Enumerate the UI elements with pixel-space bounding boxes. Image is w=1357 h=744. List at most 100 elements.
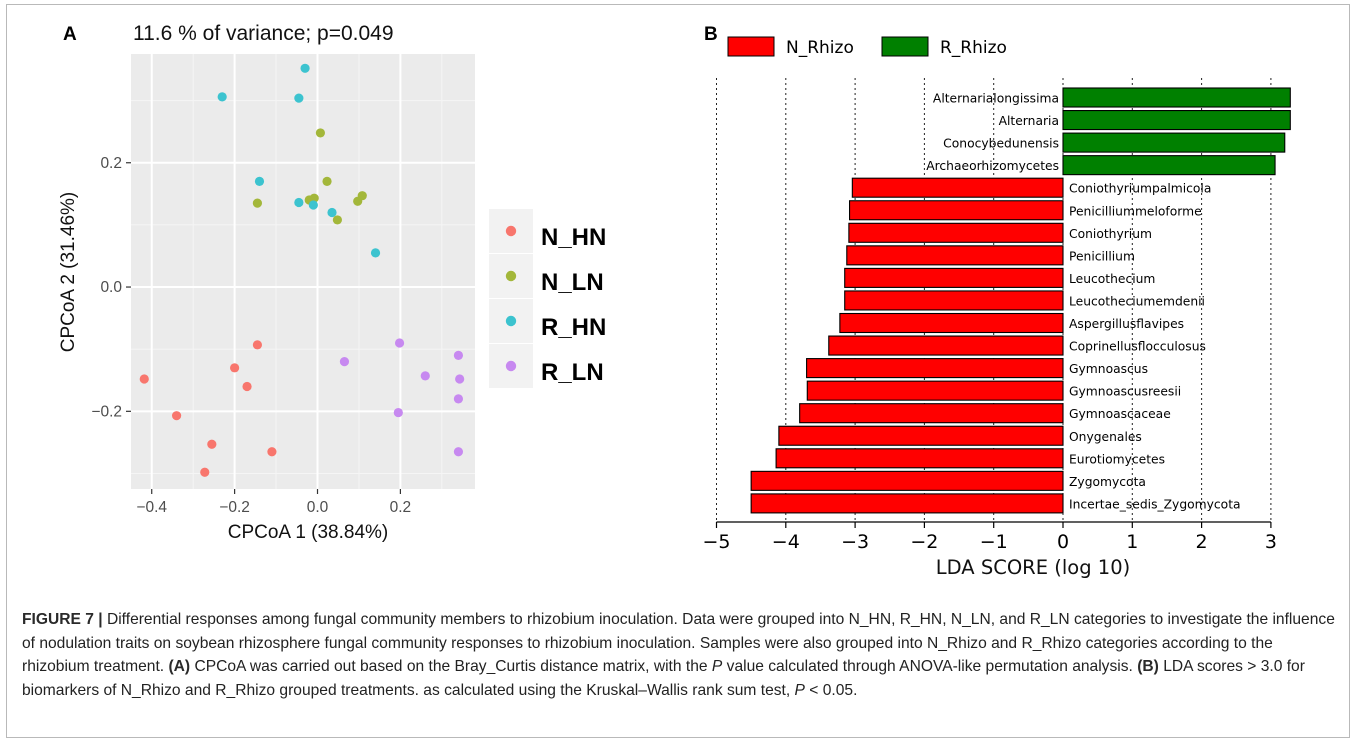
panel-a-points (139, 63, 465, 477)
scatter-point-r-hn (294, 93, 304, 103)
caption-text-3: value calculated through ANOVA-like perm… (722, 658, 1138, 675)
lda-bar-label: Eurotiomycetes (1069, 452, 1165, 466)
panel-b-legend: N_Rhizo R_Rhizo (727, 36, 1007, 58)
lda-bar (848, 222, 1064, 243)
panel-a-x-axis-label: CPCoA 1 (38.84%) (228, 522, 389, 543)
panel-b-letter: B (704, 24, 718, 45)
lda-bar-label: Onygenales (1069, 430, 1142, 444)
lda-bar-label: Coprinellusflocculosus (1069, 340, 1206, 354)
legend-label-n-ln: N_LN (541, 269, 604, 296)
legend-dot-r-hn (505, 315, 517, 327)
legend-swatch-n-rhizo (727, 36, 775, 57)
panel-a-x-tick-label: 0.2 (390, 499, 412, 516)
lda-bar (849, 200, 1064, 221)
panel-a-y-ticks: −0.2 0.0 0.2 (91, 155, 131, 420)
caption-panel-b-ref: (B) (1137, 658, 1159, 675)
caption-p2-italic: P (794, 681, 805, 699)
scatter-point-r-hn (370, 248, 381, 258)
panel-a-y-tick-label: 0.0 (100, 279, 122, 296)
caption-text-4: LDA scores > 3.0 for biomarkers of N_Rhi… (22, 658, 1305, 699)
legend-label-n-hn: N_HN (541, 224, 606, 251)
panel-b-x-tick-label: 2 (1196, 531, 1208, 553)
panel-b-x-tick-label: −1 (980, 531, 1008, 553)
lda-bar-label: Gymnoascaceae (1069, 407, 1171, 421)
lda-bar (851, 177, 1064, 198)
lda-bar-label: Leucotheciumemdenii (1069, 294, 1205, 308)
scatter-point-n-ln (322, 176, 332, 186)
legend-label-r-ln: R_LN (541, 359, 604, 386)
panel-a-letter: A (63, 24, 77, 45)
scatter-point-n-ln (309, 193, 319, 203)
caption-p-italic: P (711, 658, 723, 675)
lda-bar-label: Alternaria (999, 114, 1059, 128)
scatter-point-r-ln (453, 350, 464, 360)
scatter-point-n-hn (139, 374, 149, 384)
scatter-point-n-hn (207, 439, 217, 449)
lda-bar (750, 493, 1064, 514)
lda-bar (750, 470, 1064, 491)
scatter-point-n-hn (171, 411, 182, 421)
caption-text-5: < 0.05. (804, 681, 858, 699)
scatter-point-r-ln (455, 374, 465, 384)
panel-a-legend: N_HN N_LN R_HN R_LN (489, 209, 606, 388)
legend-dot-r-ln (505, 360, 517, 372)
lda-bar-label: Gymnoascus (1069, 362, 1148, 376)
panel-a-x-tick-label: −0.2 (219, 499, 250, 516)
scatter-point-r-hn (217, 92, 227, 102)
panel-b-lda-plot: B N_Rhizo R_Rhizo AlternarialongissimaAlt… (702, 24, 1291, 579)
lda-bar-label: Penicilliummeloforme (1069, 204, 1202, 218)
scatter-point-n-ln (252, 198, 263, 208)
panel-a-plot-background (131, 54, 475, 489)
panel-a-cpcoa-plot: A 11.6 % of variance; p=0.049 −0.4 −0.2 0.… (58, 22, 606, 543)
lda-bar (846, 245, 1064, 266)
lda-bar-label: Gymnoascusreesii (1069, 385, 1181, 399)
panel-a-x-ticks: −0.4 −0.2 0.0 0.2 (136, 489, 411, 516)
lda-bar (806, 358, 1064, 379)
lda-bar-label: Aspergillusflavipes (1069, 317, 1184, 331)
legend-swatch-r-rhizo (881, 36, 929, 57)
scatter-point-r-hn (327, 207, 337, 218)
lda-bar (1062, 155, 1276, 176)
lda-bar-label: Leucothecium (1069, 272, 1155, 286)
scatter-point-r-hn (254, 176, 265, 186)
lda-bar (778, 425, 1064, 446)
panel-b-x-axis: −5 −4 −3 −2 −1 0 1 2 3 (702, 521, 1277, 553)
scatter-point-r-ln (453, 447, 464, 457)
caption-text-2: CPCoA was carried out based on the Bray_… (190, 658, 712, 675)
lda-bar (806, 380, 1064, 401)
scatter-point-n-ln (315, 128, 326, 138)
panel-b-x-tick-label: 3 (1265, 531, 1277, 553)
lda-bar (1062, 87, 1291, 108)
panel-a-y-axis-label: CPCoA 2 (31.46%) (58, 192, 79, 353)
lda-bar (844, 290, 1064, 311)
scatter-point-r-ln (394, 338, 405, 348)
lda-bar-label: Zygomycota (1069, 475, 1146, 489)
caption-panel-a-ref: (A) (168, 658, 191, 675)
lda-bar-label: Alternarialongissima (933, 92, 1059, 106)
lda-bar (1062, 132, 1286, 153)
panel-a-x-tick-label: −0.4 (136, 499, 167, 516)
scatter-point-n-hn (230, 363, 240, 373)
lda-bar (1062, 110, 1291, 131)
scatter-point-r-ln (339, 357, 350, 367)
panel-b-x-tick-label: −3 (841, 531, 869, 553)
lda-bar-label: Incertae_sedis_Zygomycota (1069, 497, 1241, 511)
panel-a-y-tick-label: −0.2 (91, 403, 122, 420)
scatter-point-r-ln (453, 394, 464, 404)
scatter-point-r-hn (294, 197, 304, 208)
panel-a-x-tick-label: 0.0 (307, 499, 329, 516)
scatter-point-r-hn (308, 200, 318, 210)
legend-label-r-rhizo: R_Rhizo (940, 38, 1007, 58)
panel-a-title: 11.6 % of variance; p=0.049 (133, 22, 394, 45)
scatter-point-r-hn (300, 63, 310, 73)
figure-frame (6, 4, 1350, 738)
lda-bar-label: Conocybedunensis (943, 137, 1059, 151)
panel-b-bar-labels: Alternarialongissima Alternaria Conocybedu… (926, 92, 1240, 512)
lda-bar-label: Archaeorhizomycetes (926, 159, 1059, 173)
lda-bar (828, 335, 1064, 356)
caption-text-1: Differential responses among fungal comm… (22, 611, 1335, 675)
panel-b-x-axis-label: LDA SCORE (log 10) (936, 556, 1130, 579)
panel-b-x-tick-label: 0 (1057, 531, 1069, 553)
legend-label-r-hn: R_HN (541, 314, 606, 341)
panel-b-x-tick-label: 1 (1126, 531, 1138, 553)
